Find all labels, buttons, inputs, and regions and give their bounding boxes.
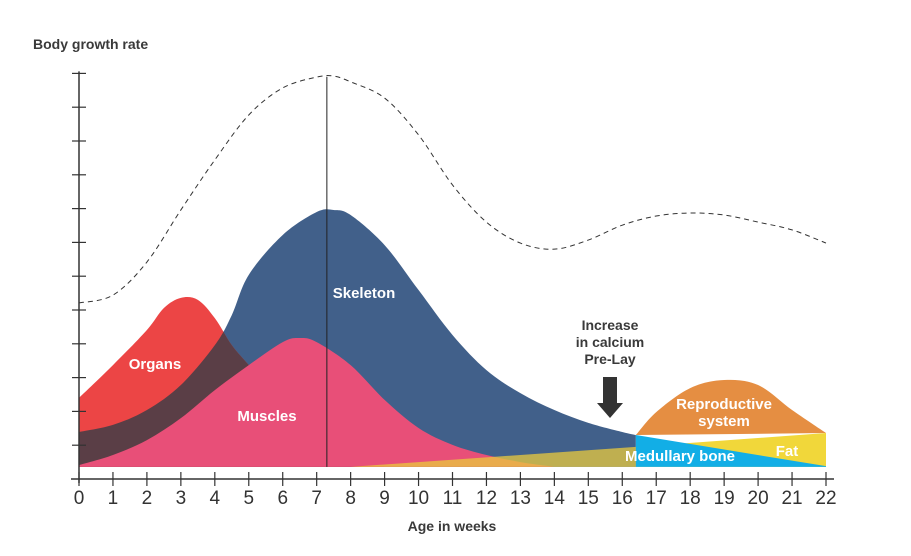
x-tick-label: 13	[510, 488, 531, 509]
label-organs: Organs	[129, 356, 182, 373]
x-tick-label: 4	[210, 488, 221, 509]
medullary-bone-area	[635, 435, 826, 467]
down-arrow-icon	[597, 377, 623, 418]
x-tick-label: 22	[815, 488, 836, 509]
muscles-area	[79, 338, 555, 467]
y-axis-label: Body growth rate	[33, 36, 148, 52]
calcium-annotation: Increase in calcium Pre-Lay	[576, 317, 644, 418]
annotation-line-3: Pre-Lay	[584, 351, 636, 367]
x-tick-label: 11	[443, 488, 463, 509]
x-tick-label: 16	[612, 488, 633, 509]
x-tick-label: 18	[680, 488, 701, 509]
label-reproductive-line1: Reproductive	[676, 396, 772, 413]
x-tick-label: 15	[578, 488, 599, 509]
x-tick-label: 9	[379, 488, 390, 509]
reproductive-area	[635, 379, 826, 436]
label-skeleton: Skeleton	[333, 285, 396, 302]
x-tick-label: 12	[476, 488, 497, 509]
x-tick-label: 17	[646, 488, 667, 509]
x-tick-label: 21	[781, 488, 802, 509]
x-tick-label: 19	[714, 488, 735, 509]
x-tick-label: 0	[74, 488, 85, 509]
x-tick-label: 2	[142, 488, 153, 509]
x-axis-label: Age in weeks	[408, 518, 497, 534]
x-tick-label: 8	[345, 488, 356, 509]
annotation-line-1: Increase	[582, 317, 639, 333]
medullary-prelay-area	[350, 446, 636, 467]
x-tick-label: 5	[243, 488, 254, 509]
axes: 0 1 2 3 4 5 6 7 8 9 10 11 12 13 14 15 16 17 18 19 20 21 22	[71, 71, 837, 509]
x-tick-label: 6	[277, 488, 288, 509]
label-fat: Fat	[776, 443, 799, 460]
total-growth-dashed-curve	[78, 75, 827, 304]
x-tick-label: 1	[108, 488, 119, 509]
label-medullary-bone: Medullary bone	[625, 448, 735, 465]
annotation-line-2: in calcium	[576, 334, 644, 350]
label-reproductive-line2: system	[698, 413, 750, 430]
x-tick-label: 3	[176, 488, 187, 509]
x-tick-label: 7	[311, 488, 322, 509]
label-muscles: Muscles	[237, 408, 296, 425]
x-tick-label: 14	[544, 488, 566, 509]
series-labels: Organs Muscles Skeleton Reproductive sys…	[129, 285, 799, 465]
x-tick-label: 20	[748, 488, 769, 509]
x-tick-label: 10	[408, 488, 429, 509]
area-layers	[78, 75, 827, 467]
